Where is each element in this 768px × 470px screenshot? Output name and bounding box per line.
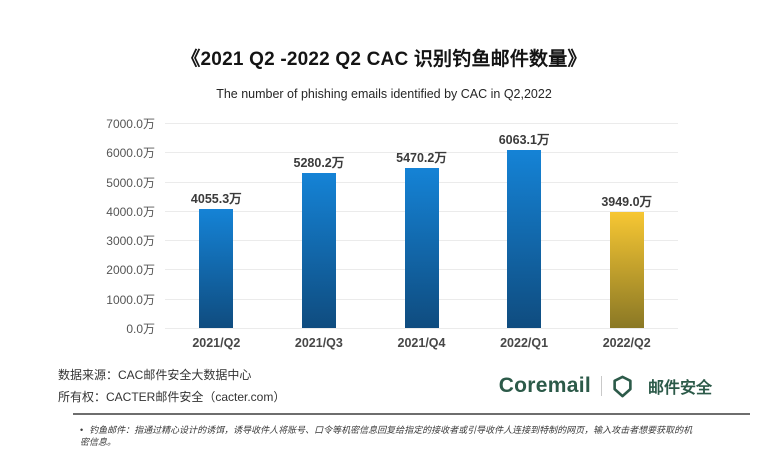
bar-chart: 0.0万 1000.0万 2000.0万 3000.0万 4000.0万 5000.0万 6… [106, 117, 678, 350]
gridline [165, 152, 678, 154]
footer-divider [73, 413, 750, 415]
source-block: 数据来源：CAC邮件安全大数据中心 所有权：CACTER邮件安全（cacter.… [58, 364, 285, 408]
y-axis-tick: 5000.0万 [106, 175, 155, 190]
bar-2021-q4 [404, 167, 439, 328]
y-axis-tick: 7000.0万 [106, 117, 155, 131]
y-axis-tick: 1000.0万 [106, 292, 155, 307]
y-axis-tick: 3000.0万 [106, 234, 155, 249]
chart-subtitle: The number of phishing emails identified… [216, 87, 552, 101]
x-axis-tick: 2022/Q1 [500, 336, 549, 350]
bar-value-label: 4055.3万 [190, 192, 242, 207]
gridline [165, 123, 678, 124]
x-axis-tick: 2021/Q2 [192, 336, 241, 350]
bar-value-label: 6063.1万 [498, 133, 550, 148]
footnote-text: 钓鱼邮件：指通过精心设计的诱饵，诱导收件人将账号、口令等机密信息回复给指定的接收… [80, 425, 693, 447]
footnote-bullet: • [80, 425, 84, 435]
y-axis-tick: 6000.0万 [106, 146, 155, 161]
x-axis-tick: 2021/Q3 [294, 336, 343, 350]
logo-product-name: 邮件安全 [647, 380, 712, 397]
coremail-wordmark: Coremail [498, 374, 591, 397]
y-axis-tick: 2000.0万 [106, 263, 155, 278]
bar-2022-q1 [507, 150, 542, 328]
y-axis-tick: 4000.0万 [106, 204, 155, 219]
x-axis-tick: 2022/Q2 [602, 336, 651, 350]
logo-divider [600, 376, 602, 396]
bar-value-label: 5470.2万 [396, 150, 447, 165]
bar-value-label: 5280.2万 [293, 156, 345, 171]
footnote: • 钓鱼邮件：指通过精心设计的诱饵，诱导收件人将账号、口令等机密信息回复给指定的接… [80, 424, 700, 448]
chart-title: 《2021 Q2 -2022 Q2 CAC 识别钓鱼邮件数量》 [181, 49, 587, 70]
bar-2021-q3 [301, 173, 336, 328]
data-source-line: 数据来源：CAC邮件安全大数据中心 [58, 368, 252, 382]
bar-value-label: 3949.0万 [601, 195, 653, 210]
brand-logo: Coremail 邮件安全 [499, 372, 712, 400]
y-axis-tick: 0.0万 [126, 322, 155, 336]
bar-2022-q2 [609, 212, 644, 328]
gridline [165, 328, 678, 329]
x-axis-tick: 2021/Q4 [397, 336, 446, 350]
bar-2021-q2 [199, 209, 234, 328]
ownership-line: 所有权：CACTER邮件安全（cacter.com） [58, 390, 286, 404]
shield-icon [612, 375, 633, 398]
